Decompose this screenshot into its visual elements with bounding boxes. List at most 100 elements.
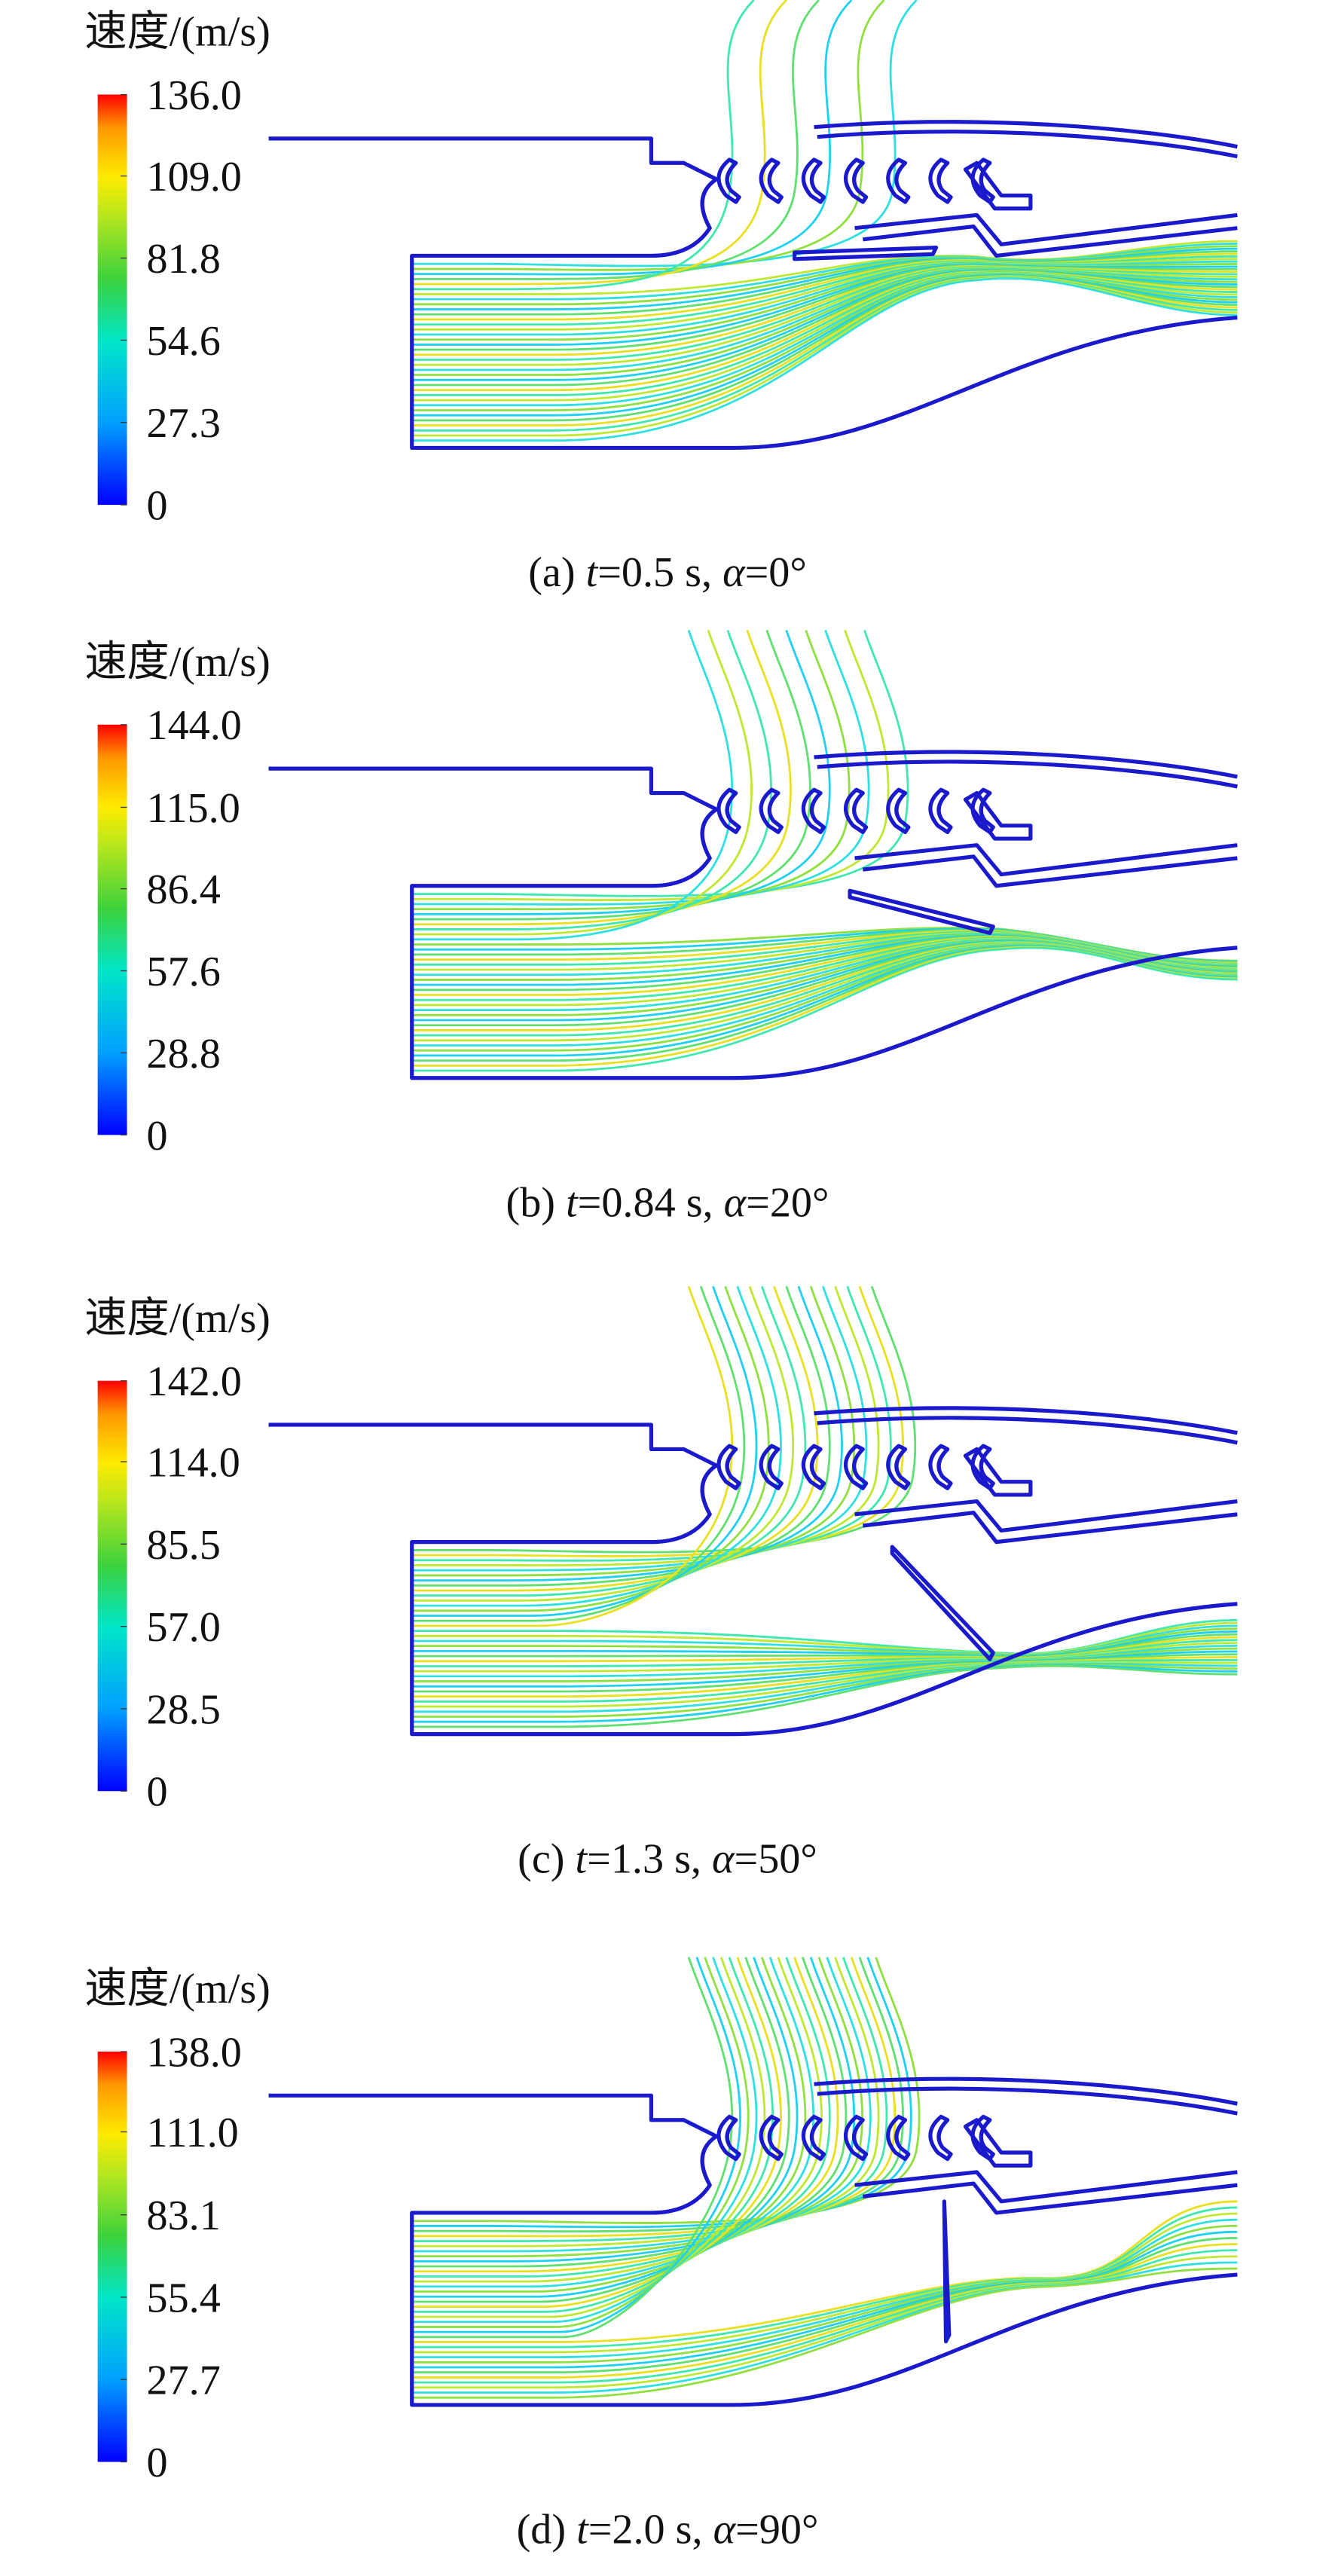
streamline [411,268,1238,377]
streamline [411,1285,782,1607]
caption-part: =0° [745,549,807,596]
guide-vane [886,787,911,835]
guide-vane [801,157,826,204]
streamline [411,0,787,286]
streamline [411,1957,823,2283]
wall [268,136,1238,451]
caption-part: t [576,1835,588,1882]
wall [854,212,1238,246]
flap [942,2199,952,2344]
colorbar-tick-label: 27.3 [146,400,220,447]
streamline [411,630,772,930]
guide-vane [844,1444,869,1490]
streamline [411,267,1238,366]
streamline [411,2267,1238,2399]
streamline [411,1285,819,1592]
wall [814,1406,1238,1435]
wall [814,750,1238,779]
colorbar-tick-label: 0 [146,2440,167,2486]
colorbar-tick-label: 114.0 [146,1440,240,1487]
wall [863,854,1238,888]
guide-vane [716,157,741,204]
wall [268,2093,1238,2407]
streamline [411,270,1238,387]
streamline [411,274,1238,422]
caption-part: (d) [517,2507,577,2553]
guide-vane [759,2114,784,2162]
guide-vane [844,787,869,835]
streamline [411,1658,1238,1703]
colorbar-tick-label: 138.0 [146,2029,241,2076]
colorbar-tick-label: 0 [146,1113,167,1160]
streamline [411,1285,758,1617]
guide-vane [928,1444,953,1490]
streamline [411,630,811,921]
colorbar-tick-label: 85.5 [146,1522,220,1569]
streamline [411,1627,1238,1658]
wall [814,120,1238,149]
colorbar [97,724,127,1135]
streamline [411,1285,807,1597]
guide-vane [716,787,741,835]
streamline [411,630,831,915]
streamline [411,1633,1238,1658]
streamline [411,1656,1238,1698]
streamline [411,1650,1238,1688]
colorbar-tick-label: 57.6 [146,949,220,995]
streamline [411,1663,1238,1718]
streamline [411,1957,831,2278]
guide-vane [886,1444,911,1490]
caption-part: α [712,1835,735,1882]
streamline [411,1957,758,2324]
streamline [411,1957,766,2318]
streamline [411,2255,1238,2389]
panel: 速度/(m/s) 136.0 109.0 81.8 54.6 27.3 0 (a) t=0.5… [84,0,1238,596]
streamline [411,1957,799,2298]
caption-part: (b) [506,1179,567,1226]
caption-part: α [713,2507,737,2553]
colorbar-tick-label: 57.0 [146,1604,220,1651]
caption-part: t [586,549,599,596]
streamline [411,1285,843,1582]
colorbar-tick-label: 115.0 [146,785,240,832]
streamline [411,0,918,267]
streamline [411,1285,880,1567]
streamline [411,946,1238,1072]
streamline [411,2249,1238,2384]
streamline [411,272,1238,407]
guide-vane [759,157,784,204]
streamline [411,0,755,291]
streamline [411,2218,1238,2359]
streamline [411,269,1238,381]
caption-part: α [722,549,746,596]
streamline [411,1957,848,2268]
streamline [411,630,753,936]
wall [854,1499,1238,1533]
guide-vane [844,157,869,204]
streamline [411,1285,856,1577]
streamline [411,1664,1238,1728]
caption-part: =1.3 s, [587,1835,712,1882]
streamline [411,273,1238,417]
caption: (a) t=0.5 s, α=0° [528,549,807,596]
streamline [411,1957,750,2328]
wall [854,2170,1238,2204]
wall [863,1511,1238,1545]
guide-vane [844,2114,869,2162]
streamline [411,276,1238,432]
guide-vane [801,787,826,835]
panel: 速度/(m/s) 144.0 115.0 86.4 57.6 28.8 0 (b) t=0.8… [84,630,1238,1226]
colorbar-tick-label: 55.4 [146,2275,220,2321]
wall [268,766,1238,1080]
colorbar-tick-label: 0 [146,483,167,530]
guide-vane [759,787,784,835]
caption-part: t [576,2507,589,2553]
streamline [411,1661,1238,1708]
caption-part: (a) [528,549,585,596]
streamline [411,2212,1238,2354]
streamline [411,2206,1238,2348]
streamline [411,2230,1238,2369]
streamline [411,1957,815,2288]
